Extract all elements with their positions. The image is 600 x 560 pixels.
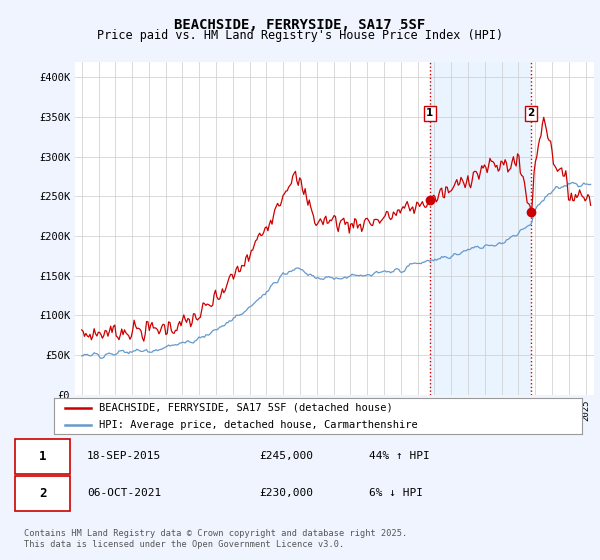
Bar — [430, 62, 531, 395]
Text: Contains HM Land Registry data © Crown copyright and database right 2025.
This d: Contains HM Land Registry data © Crown c… — [24, 529, 407, 549]
Text: Price paid vs. HM Land Registry's House Price Index (HPI): Price paid vs. HM Land Registry's House … — [97, 29, 503, 42]
Text: 1: 1 — [426, 108, 433, 118]
Text: BEACHSIDE, FERRYSIDE, SA17 5SF: BEACHSIDE, FERRYSIDE, SA17 5SF — [175, 18, 425, 32]
Text: £245,000: £245,000 — [260, 451, 314, 461]
Text: BEACHSIDE, FERRYSIDE, SA17 5SF (detached house): BEACHSIDE, FERRYSIDE, SA17 5SF (detached… — [99, 403, 392, 413]
Text: 18-SEP-2015: 18-SEP-2015 — [87, 451, 161, 461]
Text: £230,000: £230,000 — [260, 488, 314, 498]
Text: 1: 1 — [39, 450, 46, 463]
Text: 06-OCT-2021: 06-OCT-2021 — [87, 488, 161, 498]
Text: 44% ↑ HPI: 44% ↑ HPI — [369, 451, 430, 461]
FancyBboxPatch shape — [15, 476, 70, 511]
Text: HPI: Average price, detached house, Carmarthenshire: HPI: Average price, detached house, Carm… — [99, 420, 418, 430]
Text: 2: 2 — [527, 108, 535, 118]
Text: 6% ↓ HPI: 6% ↓ HPI — [369, 488, 423, 498]
FancyBboxPatch shape — [15, 438, 70, 474]
Text: 2: 2 — [39, 487, 46, 500]
